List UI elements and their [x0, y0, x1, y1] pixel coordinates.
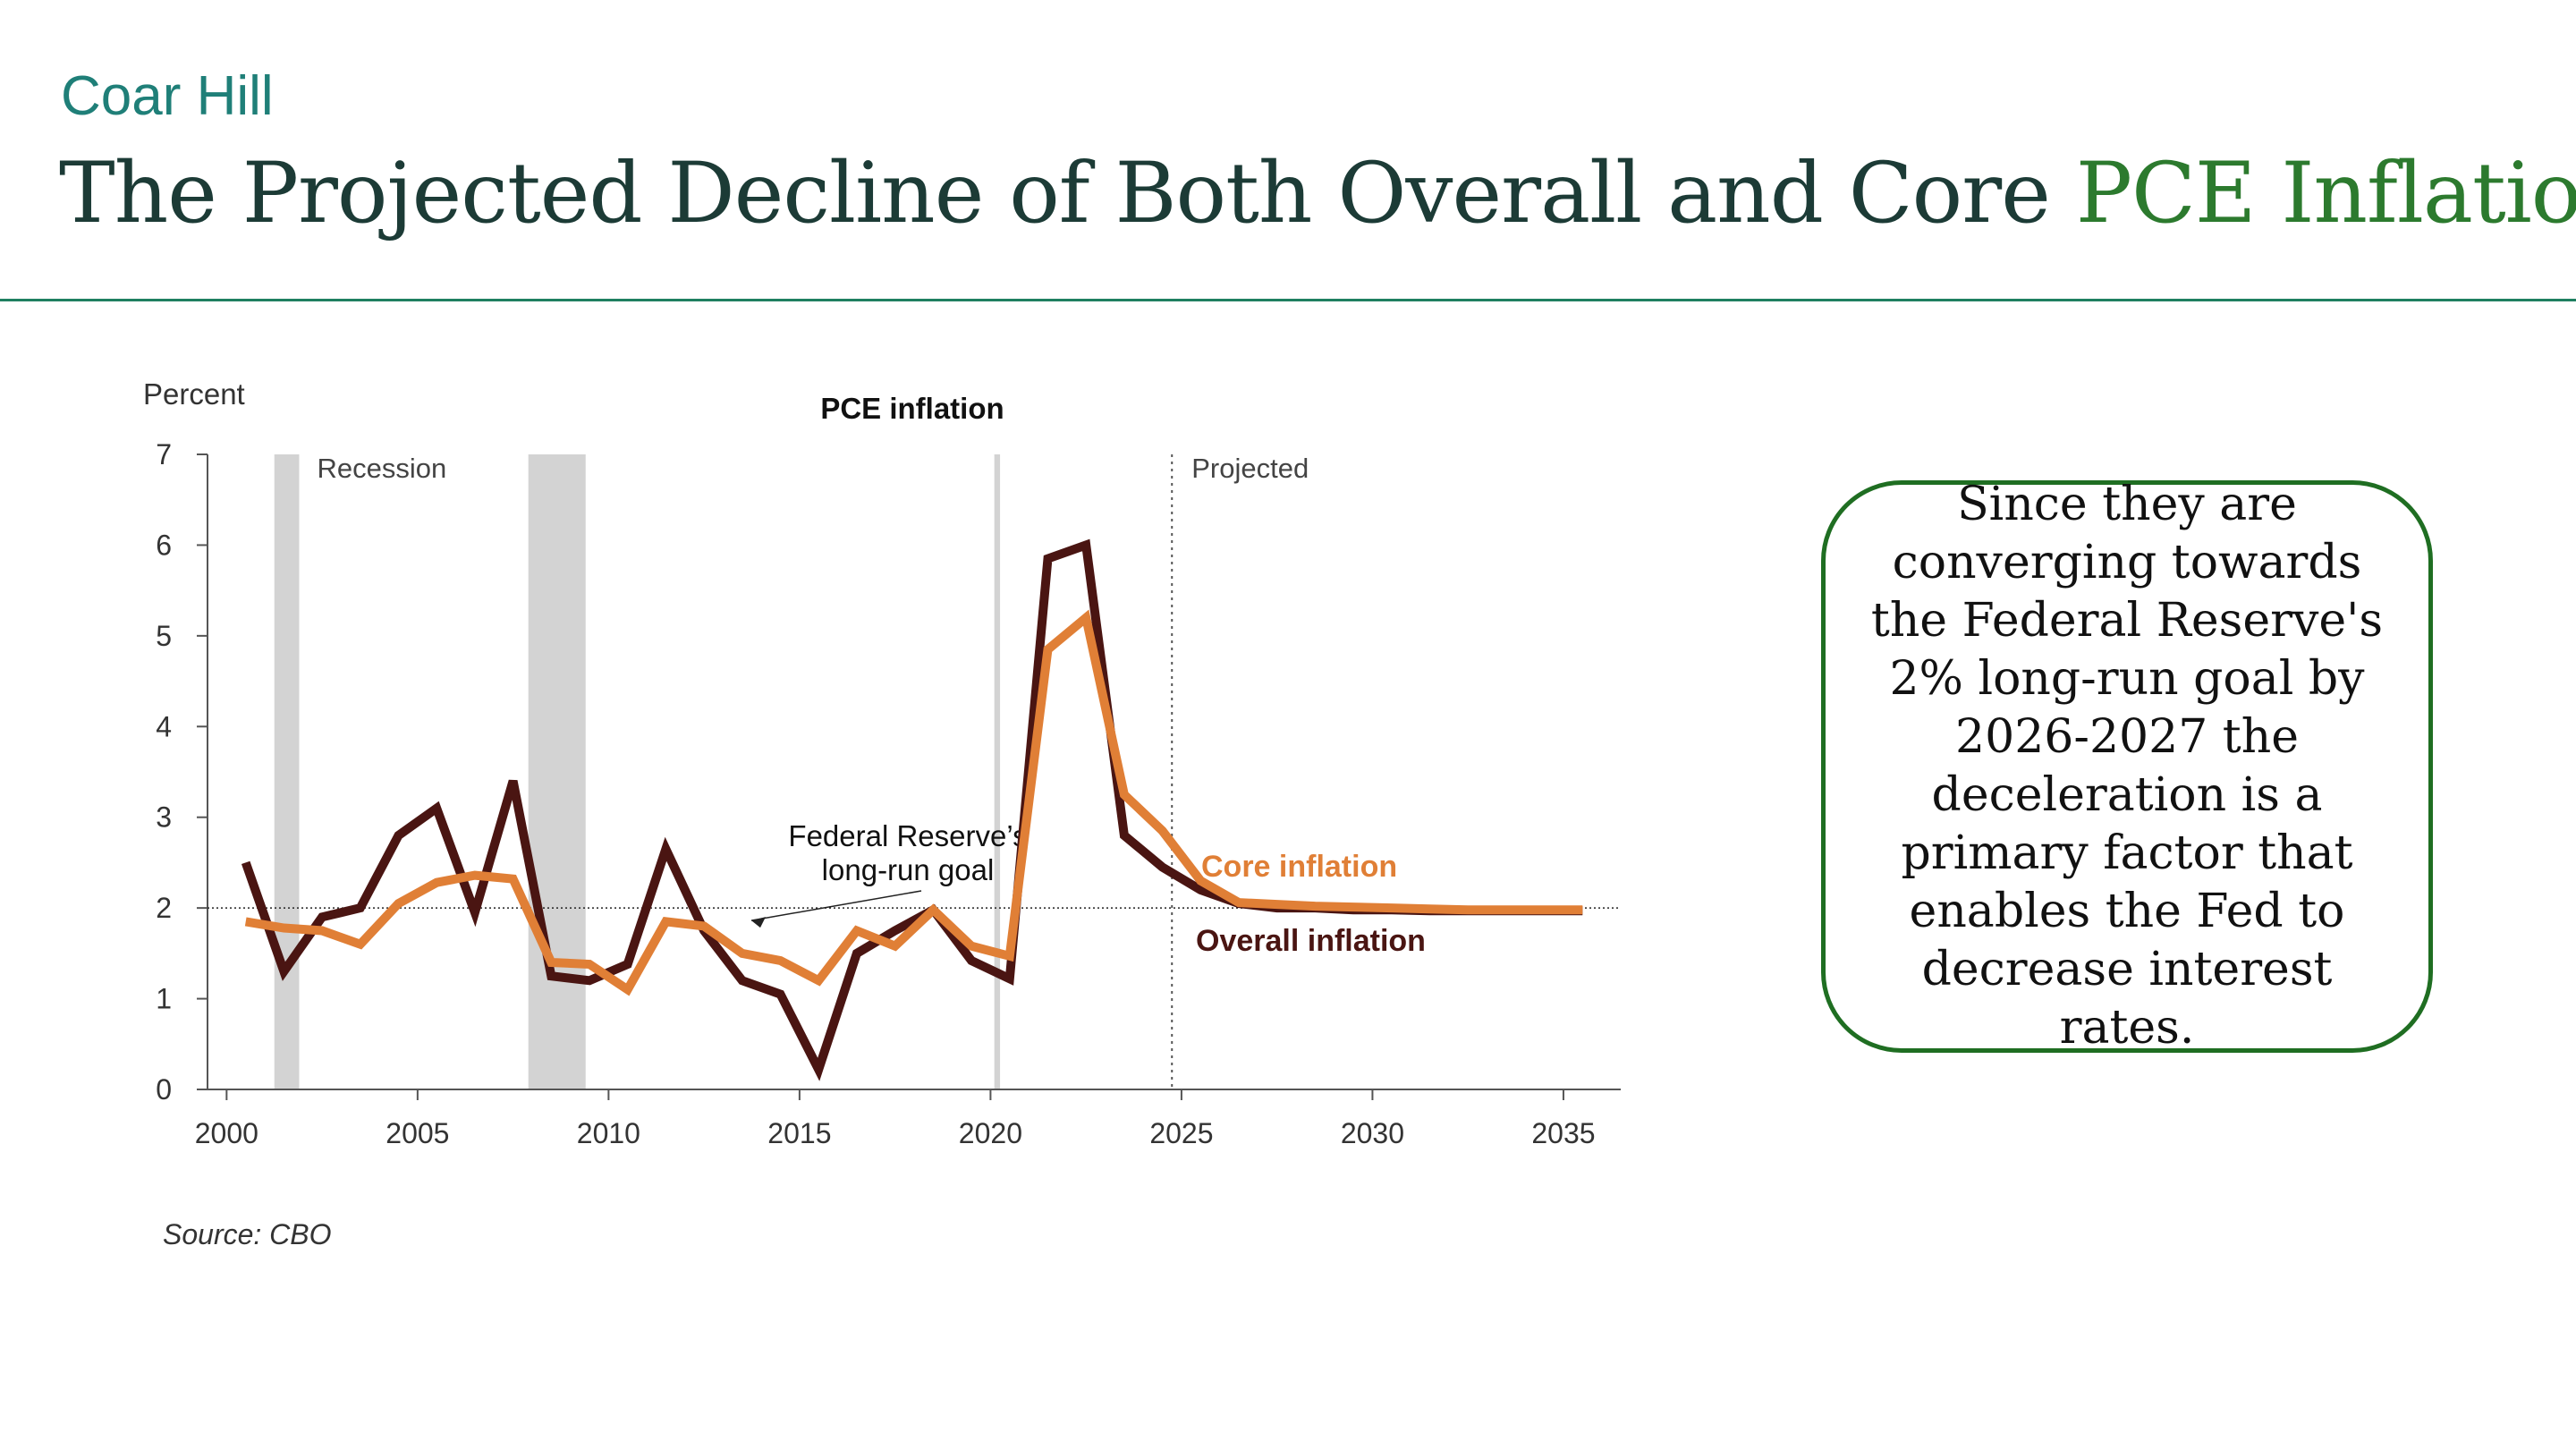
pce-inflation-chart: 0 1 2 3 4 5 6 7 2000 2005 2010 2015 2020 2025 2030 2035…	[143, 377, 1621, 1149]
title-divider	[0, 299, 2576, 301]
y-tick-label-2: 2	[156, 892, 172, 924]
fed-goal-arrowhead	[751, 917, 766, 928]
fed-goal-pointer	[750, 890, 922, 921]
y-tick-label-6: 6	[156, 529, 172, 561]
x-tick-label-2015: 2015	[767, 1117, 831, 1149]
chart-title: PCE inflation	[820, 392, 1004, 425]
x-tick-label-2020: 2020	[959, 1117, 1022, 1149]
y-tick-label-1: 1	[156, 983, 172, 1015]
series-label-core: Core inflation	[1201, 850, 1397, 884]
title-accent: PCE Inflation	[2075, 145, 2576, 242]
y-tick-label-4: 4	[156, 710, 172, 742]
series-label-overall: Overall inflation	[1196, 924, 1426, 958]
brand-name: Coar Hill	[61, 65, 274, 127]
fed-goal-label-line2: long-run goal	[822, 853, 995, 886]
callout-text: Since they are converging towards the Fe…	[1870, 478, 2384, 1055]
x-tick-label-2035: 2035	[1531, 1117, 1595, 1149]
recession-band-2	[994, 454, 1001, 1089]
y-tick-label-3: 3	[156, 801, 172, 834]
page-title: The Projected Decline of Both Overall an…	[59, 145, 2576, 242]
y-tick-label-0: 0	[156, 1073, 172, 1106]
recession-band-0	[274, 454, 300, 1089]
y-tick-label-5: 5	[156, 620, 172, 652]
x-tick-label-2010: 2010	[577, 1117, 640, 1149]
callout-box: Since they are converging towards the Fe…	[1821, 478, 2433, 1055]
projected-label: Projected	[1191, 453, 1309, 484]
title-main: The Projected Decline of Both Overall an…	[59, 145, 2076, 242]
recession-label: Recession	[317, 453, 446, 484]
y-axis-label: Percent	[143, 377, 245, 411]
y-tick-label-7: 7	[156, 438, 172, 470]
x-tick-label-2005: 2005	[386, 1117, 449, 1149]
series-line-overall-inflation	[241, 538, 1583, 1081]
series-line-core-inflation	[244, 609, 1583, 996]
x-tick-label-2030: 2030	[1341, 1117, 1404, 1149]
x-tick-label-2000: 2000	[195, 1117, 258, 1149]
x-tick-label-2025: 2025	[1149, 1117, 1213, 1149]
recession-band-1	[528, 454, 586, 1089]
source-note: Source: CBO	[163, 1218, 332, 1250]
fed-goal-label-line1: Federal Reserve’s	[788, 819, 1027, 852]
